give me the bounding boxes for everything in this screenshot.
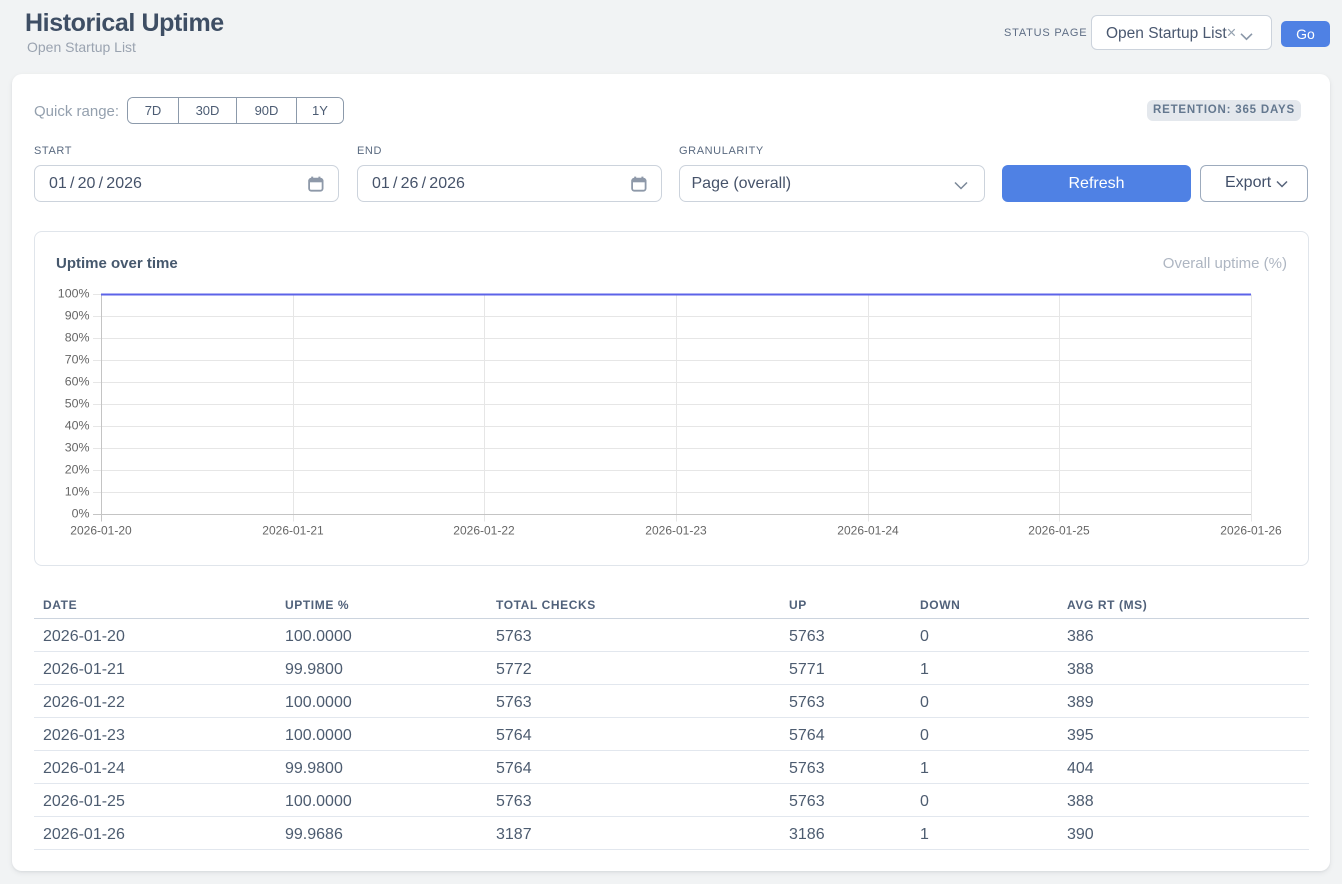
svg-text:2026-01-22: 2026-01-22 <box>453 524 515 538</box>
svg-text:30%: 30% <box>65 441 90 455</box>
svg-text:2026-01-25: 2026-01-25 <box>1028 524 1090 538</box>
svg-text:0%: 0% <box>72 507 90 521</box>
svg-text:20%: 20% <box>65 463 90 477</box>
svg-text:2026-01-21: 2026-01-21 <box>262 524 324 538</box>
svg-text:2026-01-23: 2026-01-23 <box>645 524 707 538</box>
svg-text:90%: 90% <box>65 309 90 323</box>
svg-text:100%: 100% <box>58 287 90 301</box>
svg-text:50%: 50% <box>65 397 90 411</box>
svg-text:2026-01-24: 2026-01-24 <box>837 524 899 538</box>
svg-text:2026-01-26: 2026-01-26 <box>1220 524 1282 538</box>
svg-text:80%: 80% <box>65 331 90 345</box>
svg-text:40%: 40% <box>65 419 90 433</box>
svg-text:60%: 60% <box>65 375 90 389</box>
svg-text:2026-01-20: 2026-01-20 <box>70 524 132 538</box>
svg-text:10%: 10% <box>65 485 90 499</box>
svg-text:70%: 70% <box>65 353 90 367</box>
